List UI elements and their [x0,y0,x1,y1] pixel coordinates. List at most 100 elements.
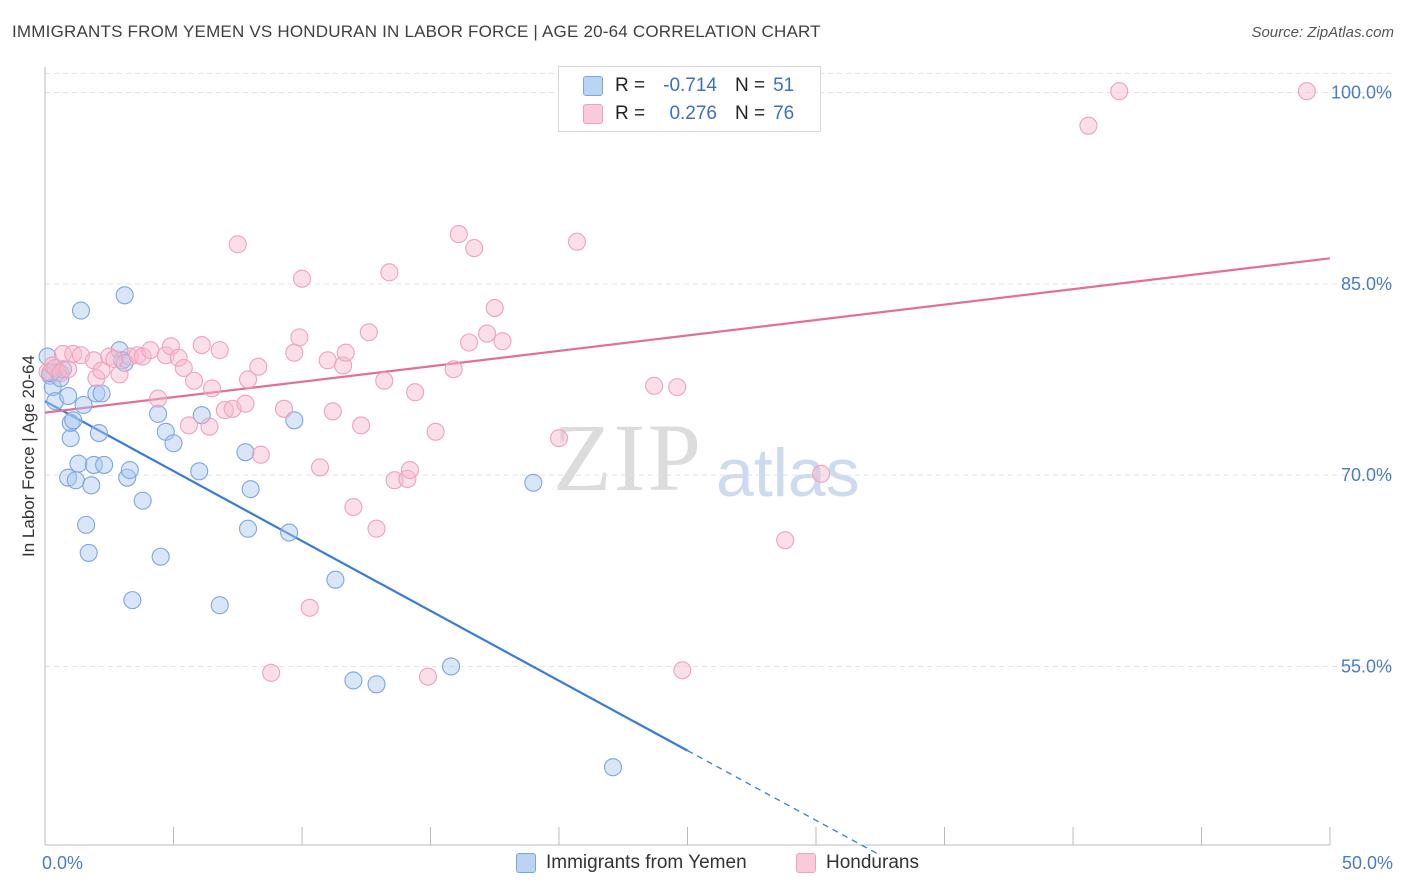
honduran-point [367,519,386,538]
honduran-point [251,445,270,464]
trend-lines [44,257,1331,856]
legend-r-label: R = [615,75,646,96]
honduran-point [352,416,371,435]
honduran-point [549,429,569,448]
yemen-point [89,423,109,443]
honduran-point [238,370,258,389]
yemen-point [61,413,80,432]
honduran-point [92,361,111,380]
honduran-point [249,357,268,376]
bottom-legend-honduran: Hondurans [796,852,919,874]
yemen-point [59,387,78,406]
honduran-point [673,661,692,680]
legend-n-value: 76 [773,103,795,124]
grid-lines [45,72,1395,667]
honduran-point [300,598,319,617]
yemen-point [280,523,299,542]
honduran-point [64,344,83,364]
legend-r-label: R = [615,103,646,124]
yemen-point [66,471,85,490]
yemen-point [344,671,363,690]
yemen-point [190,462,209,481]
watermark-atlas: atlas [716,435,860,511]
honduran-point [776,531,795,550]
honduran-point [215,401,234,420]
yemen-point [87,384,106,403]
yemen-point [367,675,386,694]
y-tick-label: 55.0% [1341,656,1392,676]
yemen-point [236,443,255,462]
honduran-point [465,239,484,258]
yemen-trend-line [44,400,689,752]
legend-row-yemen: R = -0.714 N = 51 [583,73,794,99]
yemen-point [82,476,101,495]
legend-swatch-honduran [583,104,603,124]
bottom-legend-yemen: Immigrants from Yemen [516,852,747,874]
yemen-point [238,519,258,538]
honduran-point [203,379,222,398]
honduran-point [110,365,129,384]
yemen-point [64,411,83,430]
axes [44,67,1331,846]
legend-n-label: N = [735,75,766,96]
yemen-trend-extension [687,750,881,856]
honduran-point [323,402,342,421]
honduran-point [375,371,394,390]
x-tick-label: 0.0% [42,853,83,873]
honduran-point [400,460,419,480]
legend-n-label: N = [735,103,766,124]
yemen-point [241,480,260,499]
yemen-point [442,657,461,676]
honduran-point [406,383,425,402]
honduran-point [318,351,337,370]
honduran-point [274,399,294,418]
honduran-point [310,458,330,477]
honduran-point [336,343,355,362]
honduran-point [169,348,188,367]
yemen-point [71,301,91,320]
bottom-legend-swatch-yemen [516,853,536,873]
honduran-point [149,389,168,408]
yemen-point [603,758,623,777]
honduran-point [485,299,504,318]
honduran-point [477,324,497,343]
honduran-point [567,232,587,251]
yemen-point [79,543,98,562]
y-tick-label: 70.0% [1341,465,1392,485]
data-points [38,82,1316,777]
bottom-legend-swatch-honduran [796,853,816,873]
yemen-point [61,429,80,448]
yemen-point [164,434,183,453]
yemen-point [210,596,229,615]
honduran-point [493,332,512,351]
honduran-point [46,358,65,378]
honduran-point [1079,116,1098,135]
honduran-point [174,358,193,378]
source-credit: Source: ZipAtlas.com [1251,24,1394,41]
yemen-point [151,547,170,566]
honduran-point [459,333,479,352]
bottom-legend-label-yemen: Immigrants from Yemen [546,852,747,873]
honduran-point [668,378,687,397]
honduran-point [418,667,437,686]
yemen-point [95,455,114,474]
honduran-point [200,417,219,436]
y-tick-label: 85.0% [1341,274,1392,294]
yemen-point [84,455,103,474]
honduran-point [344,497,363,517]
legend-swatch-yemen [583,76,603,96]
honduran-point [359,323,378,342]
chart-title: IMMIGRANTS FROM YEMEN VS HONDURAN IN LAB… [12,22,821,41]
yemen-point [326,570,345,589]
legend-r-value: 0.276 [669,103,717,124]
honduran-point [105,350,124,369]
y-tick-label: 100.0% [1331,83,1392,103]
honduran-point [84,351,103,370]
legend-r-value: -0.714 [663,75,717,96]
yemen-point [77,515,96,534]
honduran-point [444,360,463,379]
axis-labels: 55.0% 70.0% 85.0% 100.0% 0.0% 50.0% In Labor F… [19,83,1393,873]
yemen-point [92,384,111,403]
honduran-point [59,360,78,379]
honduran-point [228,235,247,254]
